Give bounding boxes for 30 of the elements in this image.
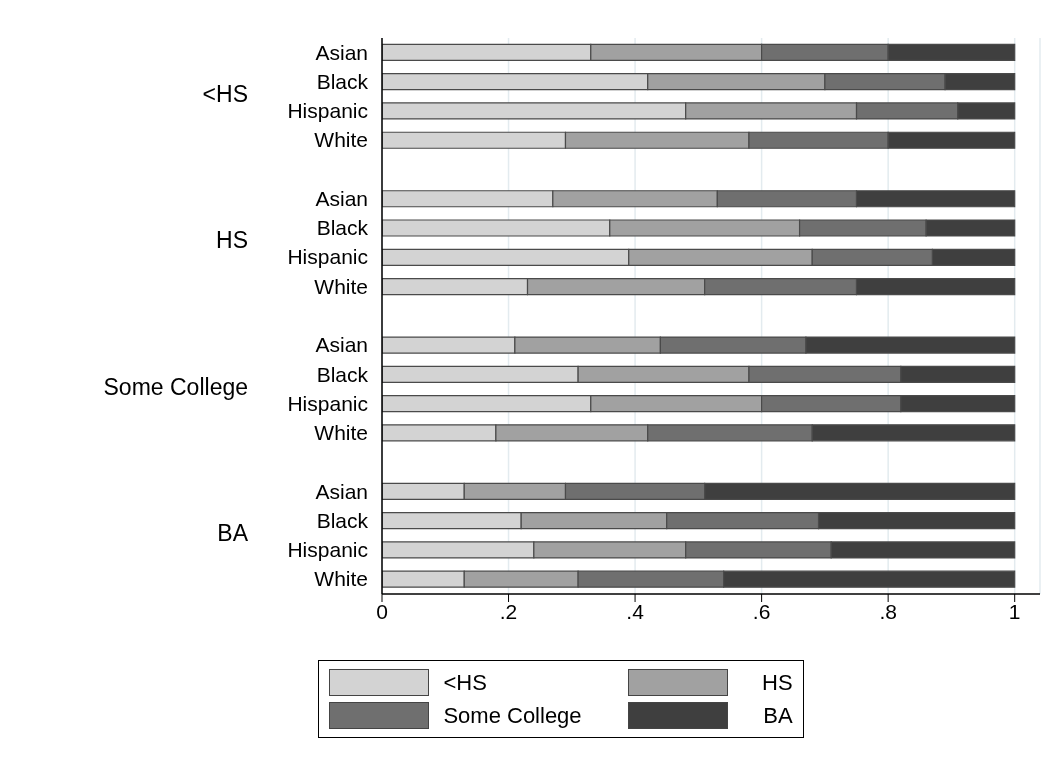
y-tick-label: Hispanic [287, 99, 368, 123]
x-tick-label: .4 [626, 599, 645, 623]
y-tick-label: Black [316, 69, 369, 93]
x-tick-label: 1 [1008, 599, 1021, 623]
legend-label: HS [762, 669, 793, 696]
y-tick-label: Asian [315, 479, 368, 503]
y-tick-label: Asian [315, 186, 368, 210]
y-tick-label: Asian [315, 40, 368, 64]
x-tick-label: .6 [752, 599, 771, 623]
y-tick-label: Hispanic [287, 245, 368, 269]
y-tick-label: White [314, 421, 368, 445]
y-tick-label: Hispanic [287, 391, 368, 415]
text: Some College [103, 373, 248, 400]
x-tick-label: .8 [879, 599, 897, 623]
y-tick-label: White [314, 128, 368, 152]
y-tick-label: Hispanic [287, 538, 368, 562]
x-tick-label: .2 [499, 599, 518, 623]
y-tick-label: Asian [315, 333, 368, 357]
x-tick-label: 0 [376, 599, 388, 623]
y-tick-label: White [314, 567, 368, 591]
y-tick-label: Black [316, 216, 369, 240]
y-tick-label: Black [316, 362, 369, 386]
legend-label: <HS [443, 669, 487, 696]
text: BA [217, 519, 249, 546]
text: HS [216, 227, 248, 254]
y-tick-label: White [314, 274, 368, 298]
legend-label: BA [763, 702, 793, 729]
text: <HS [202, 80, 248, 107]
y-tick-label: Black [316, 508, 369, 532]
legend-label: Some College [443, 702, 582, 729]
